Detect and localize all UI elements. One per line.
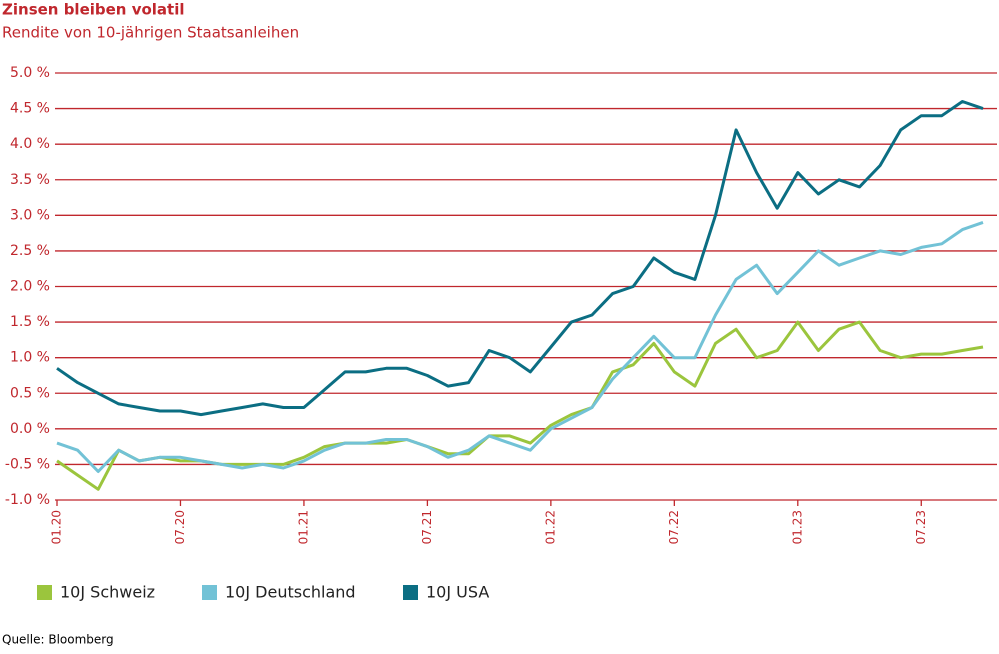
line xyxy=(56,220,984,473)
x-tick-label: 07.20 xyxy=(173,510,187,544)
y-tick-label: -1.0 % xyxy=(5,492,50,508)
y-tick-label: 1.0 % xyxy=(10,350,50,366)
x-tick-label: 07.23 xyxy=(914,510,928,544)
x-tick-label: 01.21 xyxy=(296,510,310,544)
y-tick-label: 0.0 % xyxy=(10,421,50,437)
x-tick-label: 01.20 xyxy=(50,510,64,544)
y-tick-label: 4.5 % xyxy=(10,101,50,117)
y-tick-label: 1.5 % xyxy=(10,314,50,330)
y-tick-label: 2.5 % xyxy=(10,243,50,259)
y-tick-label: 3.5 % xyxy=(10,172,50,188)
legend-swatch xyxy=(403,585,418,600)
y-tick-label: -0.5 % xyxy=(5,456,50,472)
line xyxy=(56,100,984,417)
legend-label: 10J Schweiz xyxy=(60,583,155,602)
chart-title: Zinsen bleiben volatil xyxy=(2,1,185,19)
legend-label: 10J USA xyxy=(426,583,489,602)
y-tick-label: 4.0 % xyxy=(10,136,50,152)
x-tick-label: 07.21 xyxy=(420,510,434,544)
y-tick-label: 5.0 % xyxy=(10,65,50,81)
y-tick-label: 0.5 % xyxy=(10,385,50,401)
source: Quelle: Bloomberg xyxy=(2,633,114,647)
legend-label: 10J Deutschland xyxy=(225,583,356,602)
y-tick-label: 3.0 % xyxy=(10,207,50,223)
x-tick-label: 07.22 xyxy=(667,510,681,544)
x-tick-label: 01.22 xyxy=(543,510,557,544)
legend-swatch xyxy=(37,585,52,600)
y-tick-label: 2.0 % xyxy=(10,279,50,295)
x-tick-label: 01.23 xyxy=(790,510,804,544)
legend-swatch xyxy=(202,585,217,600)
chart-subtitle: Rendite von 10-jährigen Staatsanleihen xyxy=(2,24,299,42)
